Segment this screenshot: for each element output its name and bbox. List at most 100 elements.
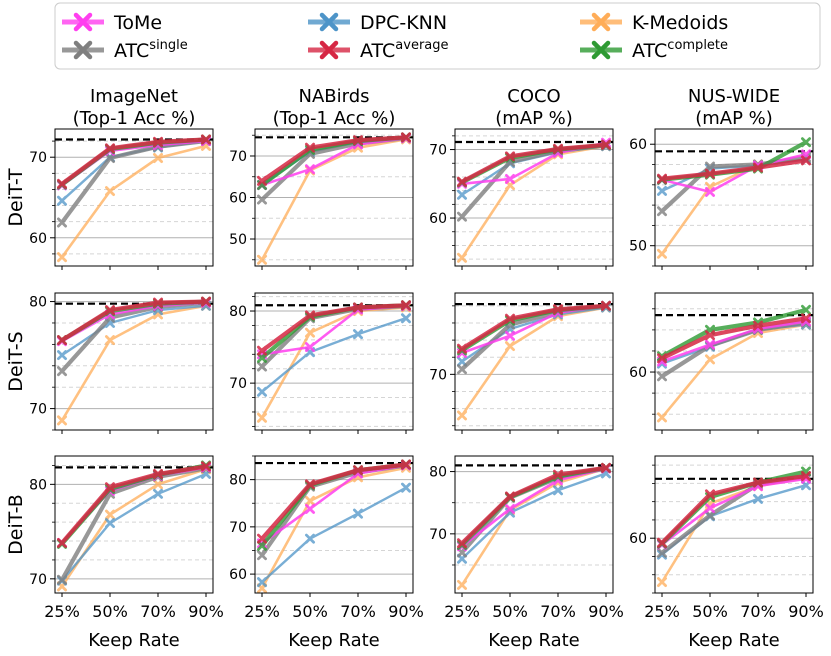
y-tick-label: 70 (429, 527, 447, 543)
axes-frame (254, 455, 414, 594)
column-subtitle: (mAP %) (495, 108, 573, 129)
series-line (260, 138, 407, 261)
axes-frame (654, 455, 814, 594)
data-point-marker (256, 361, 268, 372)
data-point-marker (753, 162, 763, 173)
series-line (61, 304, 207, 357)
data-point-marker (657, 185, 667, 196)
data-point-marker (57, 335, 67, 346)
legend-marker-icon (319, 12, 339, 32)
series-atc-single (456, 463, 611, 558)
x-tick-label: 70% (740, 602, 776, 621)
data-point-marker (304, 142, 316, 153)
data-point-marker (57, 178, 67, 189)
legend-marker-icon (591, 40, 611, 60)
series-k-medoids (256, 302, 412, 423)
panel-deit-s-coco: 70 (429, 292, 614, 434)
data-point-marker (152, 488, 164, 499)
series-atc-average (57, 461, 212, 548)
y-tick-label: 70 (29, 572, 47, 588)
data-point-marker (105, 153, 115, 164)
column-title-nabirds: NABirds (298, 86, 369, 107)
data-point-marker (256, 577, 268, 588)
data-point-marker (57, 195, 67, 206)
series-line (661, 153, 807, 194)
data-point-marker (256, 550, 268, 561)
panel-deit-t-coco: 60 70 (429, 128, 614, 270)
data-point-marker (456, 189, 468, 200)
series-atc-average (456, 462, 611, 549)
column-title-imagenet: ImageNet (90, 86, 178, 107)
data-point-marker (105, 509, 115, 520)
data-point-marker (705, 489, 715, 500)
series-line (60, 304, 207, 422)
legend-marker-icon (73, 40, 93, 60)
series-atc-average (657, 471, 811, 548)
series-atc-average (57, 134, 212, 189)
data-point-marker (657, 206, 667, 217)
data-point-marker (57, 366, 67, 377)
data-point-marker (657, 248, 667, 259)
data-point-marker (256, 254, 268, 265)
x-axis-label: Keep Rate (488, 630, 579, 651)
series-atc-average (456, 139, 611, 187)
series-line (260, 466, 407, 589)
legend-label: DPC-KNN (360, 12, 447, 34)
data-point-marker (456, 410, 468, 421)
data-point-marker (601, 300, 611, 311)
data-point-marker (105, 186, 115, 197)
series-line (661, 316, 807, 361)
legend: ToMeATCsingleDPC-KNNATCaverageK-MedoidsA… (54, 2, 821, 70)
column-title-coco: COCO (507, 86, 560, 107)
y-tick-label: 70 (429, 367, 447, 383)
series-atc-average (57, 296, 212, 346)
x-tick-label: 25% (244, 602, 280, 621)
series-line (660, 474, 807, 545)
series-line (461, 467, 607, 548)
data-point-marker (152, 136, 164, 147)
data-point-marker (753, 493, 763, 504)
data-point-marker (456, 252, 468, 263)
data-point-marker (601, 462, 611, 473)
series-line (60, 137, 207, 186)
x-tick-label: 25% (44, 602, 80, 621)
data-point-marker (352, 508, 364, 519)
data-point-marker (657, 173, 667, 184)
data-point-marker (456, 579, 468, 590)
data-point-marker (504, 503, 515, 514)
data-point-marker (400, 300, 412, 311)
x-tick-label: 50% (492, 602, 528, 621)
data-point-marker (256, 386, 268, 397)
panel-deit-b-imagenet: 70 80 25% 50% 70% 90% (29, 455, 224, 621)
column-subtitle: (Top-1 Acc %) (73, 108, 196, 129)
x-tick-label: 90% (788, 602, 824, 621)
data-point-marker (553, 304, 563, 315)
data-point-marker (504, 330, 515, 341)
series-dpc-knn (256, 482, 412, 588)
data-point-marker (801, 313, 811, 324)
y-tick-label: 70 (229, 376, 247, 392)
data-point-marker (801, 471, 811, 482)
series-atc-average (256, 132, 412, 186)
series-line (260, 462, 407, 541)
y-tick-label: 80 (229, 473, 247, 489)
data-point-marker (504, 491, 515, 502)
data-point-marker (352, 302, 364, 313)
data-point-marker (657, 353, 667, 364)
x-tick-label: 25% (644, 602, 680, 621)
y-tick-label: 70 (29, 150, 47, 166)
data-point-marker (801, 304, 811, 315)
x-tick-label: 50% (692, 602, 728, 621)
series-line (60, 144, 207, 258)
column-subtitle: (Top-1 Acc %) (273, 108, 396, 129)
series-line (460, 465, 607, 545)
column-title-nus-wide: NUS-WIDE (688, 86, 780, 107)
y-tick-label: 80 (429, 465, 447, 481)
y-tick-label: 70 (229, 520, 247, 536)
x-tick-label: 90% (388, 602, 424, 621)
data-point-marker (705, 354, 715, 365)
data-point-marker (400, 482, 412, 493)
panel-deit-b-nus-wide: 60 25% 50% 70% 90% (629, 455, 824, 621)
series-line (261, 486, 407, 583)
data-point-marker (105, 143, 115, 154)
